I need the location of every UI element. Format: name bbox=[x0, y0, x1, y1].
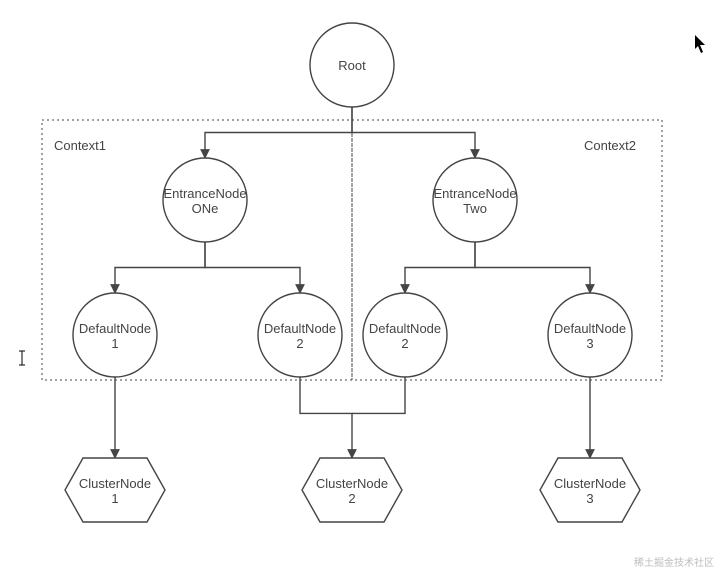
context-label: Context1 bbox=[54, 138, 106, 153]
edge bbox=[115, 242, 205, 293]
context-label: Context2 bbox=[584, 138, 636, 153]
edge bbox=[352, 377, 405, 413]
edge bbox=[300, 377, 352, 458]
cursor-caret-icon bbox=[19, 351, 25, 365]
edge bbox=[205, 242, 300, 293]
diagram-canvas: Context1Context2RootEntranceNodeONeEntra… bbox=[0, 0, 720, 573]
watermark-text: 稀土掘金技术社区 bbox=[634, 554, 714, 569]
edge bbox=[405, 242, 475, 293]
node-label: Root bbox=[338, 58, 366, 73]
edge bbox=[205, 107, 352, 158]
edge bbox=[352, 107, 475, 158]
edge bbox=[475, 242, 590, 293]
cursor-arrow-icon bbox=[695, 35, 705, 53]
